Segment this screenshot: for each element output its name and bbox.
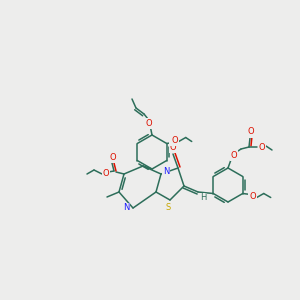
Text: N: N	[163, 167, 169, 176]
Text: O: O	[170, 142, 176, 152]
Text: O: O	[249, 192, 256, 201]
Text: O: O	[171, 136, 178, 145]
Text: O: O	[103, 169, 109, 178]
Text: O: O	[146, 118, 152, 127]
Text: O: O	[231, 151, 237, 160]
Text: N: N	[123, 203, 129, 212]
Text: O: O	[110, 152, 116, 161]
Text: O: O	[259, 142, 265, 152]
Text: H: H	[200, 194, 206, 202]
Text: S: S	[165, 202, 171, 211]
Text: O: O	[248, 128, 254, 136]
